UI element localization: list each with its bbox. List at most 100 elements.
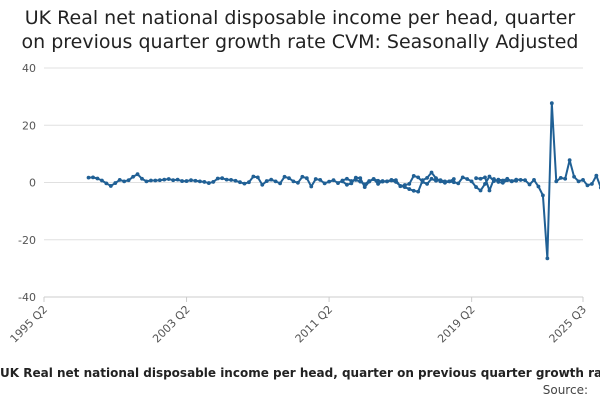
x-tick-label: 2011 Q2	[293, 303, 336, 346]
y-tick-label: 0	[29, 177, 36, 190]
data-point	[95, 176, 100, 181]
data-point	[287, 176, 291, 181]
data-point	[532, 178, 536, 182]
data-point	[527, 182, 532, 187]
y-tick-label: -20	[18, 234, 36, 247]
x-tick-label: 1995 Q2	[8, 303, 51, 346]
data-point	[171, 178, 176, 183]
data-point	[238, 180, 242, 185]
data-point	[572, 174, 576, 179]
data-point	[394, 178, 398, 183]
data-point	[492, 177, 496, 181]
data-point	[558, 176, 563, 180]
y-tick-label: 40	[22, 62, 36, 75]
data-point	[104, 181, 109, 186]
data-point	[567, 158, 572, 163]
data-point	[456, 181, 461, 186]
data-point	[478, 188, 483, 193]
data-point	[500, 180, 505, 185]
data-point	[411, 188, 416, 193]
data-point	[260, 182, 265, 187]
data-point	[296, 180, 300, 185]
data-point	[380, 179, 385, 183]
data-point	[487, 188, 492, 193]
data-point	[554, 179, 559, 184]
data-point	[135, 172, 140, 177]
data-point	[91, 175, 95, 180]
data-point	[505, 178, 510, 183]
data-point	[474, 176, 478, 181]
data-point	[215, 176, 220, 181]
data-point	[144, 179, 149, 184]
data-point	[518, 178, 523, 182]
data-point	[474, 185, 478, 189]
data-point	[460, 175, 465, 180]
chart-title-line-2: on previous quarter growth rate CVM: Sea…	[21, 31, 579, 53]
data-point	[549, 101, 554, 106]
data-point	[483, 175, 487, 180]
data-point	[340, 179, 345, 184]
data-point	[523, 178, 527, 183]
data-point	[353, 175, 358, 180]
data-point	[278, 181, 282, 186]
data-point	[416, 189, 421, 194]
data-point	[443, 179, 447, 184]
data-point	[273, 179, 278, 184]
data-point	[487, 174, 492, 179]
data-point	[247, 180, 251, 185]
data-point	[429, 176, 434, 181]
data-point	[327, 179, 331, 184]
data-point	[496, 180, 501, 184]
data-point	[117, 178, 122, 182]
data-point	[131, 174, 135, 179]
data-point	[220, 176, 225, 181]
data-point	[300, 174, 305, 179]
data-point	[536, 184, 541, 189]
data-point	[309, 184, 314, 189]
data-point	[576, 179, 581, 184]
data-point	[376, 182, 380, 186]
data-point	[313, 177, 318, 181]
series-line	[341, 174, 517, 192]
data-point	[126, 178, 131, 183]
data-point	[100, 178, 104, 183]
data-point	[224, 177, 229, 182]
data-point	[362, 185, 367, 189]
data-point	[202, 180, 207, 184]
data-point	[251, 174, 256, 179]
data-point	[193, 178, 198, 183]
data-point	[331, 178, 336, 183]
data-point	[189, 178, 193, 183]
data-point	[304, 176, 309, 181]
data-point	[122, 179, 127, 184]
x-tick-label: 2003 Q2	[150, 303, 193, 346]
data-point	[113, 181, 118, 185]
data-point	[358, 176, 363, 181]
chart-title-line-1: UK Real net national disposable income p…	[24, 7, 576, 29]
data-point	[425, 176, 429, 180]
data-point	[269, 177, 274, 182]
data-point	[385, 179, 389, 184]
data-point	[229, 178, 233, 182]
x-tick-label: 2019 Q2	[435, 303, 478, 346]
data-point	[345, 182, 349, 187]
data-point	[282, 174, 287, 179]
data-point	[585, 183, 590, 188]
footer-source-label: Source:	[542, 383, 588, 397]
data-point	[318, 178, 323, 182]
data-point	[140, 176, 144, 181]
data-point	[563, 176, 568, 181]
data-point	[389, 178, 394, 182]
data-point	[509, 179, 514, 183]
data-point	[398, 184, 403, 189]
data-point	[371, 177, 376, 181]
data-point	[211, 180, 216, 184]
data-point	[478, 176, 483, 181]
data-point	[434, 178, 438, 183]
data-point	[149, 178, 153, 183]
data-point	[407, 187, 412, 191]
data-point	[233, 178, 238, 183]
data-point	[198, 179, 202, 184]
data-point	[594, 173, 599, 178]
